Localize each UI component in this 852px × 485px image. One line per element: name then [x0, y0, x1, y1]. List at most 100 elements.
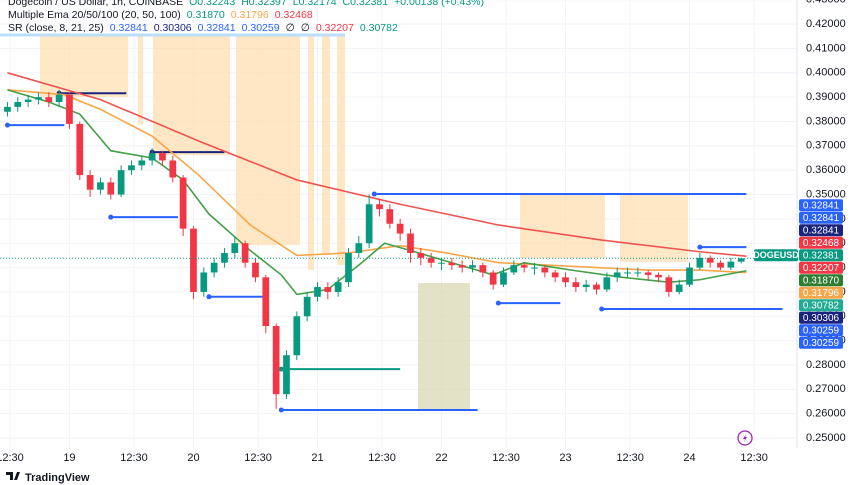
sr-dot: [278, 407, 284, 413]
indicator-label: SR (close, 8, 21, 25): [8, 22, 104, 34]
candle-body: [272, 326, 280, 395]
price-badge: [799, 261, 843, 274]
candle-body: [675, 284, 683, 292]
price-badge-label: 0.31870: [803, 275, 840, 286]
candle-body: [541, 267, 549, 273]
indicator-value: 0.32841: [197, 22, 236, 34]
y-tick-label: 0.26000: [806, 408, 846, 420]
candle-body: [210, 262, 218, 273]
symbol-title: Dogecoin / US Dollar, 1h, COINBASE: [8, 0, 184, 8]
price-badge: [799, 311, 843, 324]
candle-body: [324, 287, 332, 292]
x-tick-label: 22: [435, 452, 447, 464]
indicator-value: ∅: [300, 22, 310, 34]
symbol-tag-bg: [754, 249, 798, 262]
x-tick-label: 12:30: [0, 452, 24, 464]
price-badge-label: 0.32841: [803, 213, 840, 224]
candle-body: [655, 274, 662, 278]
candle-body: [159, 153, 166, 161]
x-tick-label: 21: [311, 452, 323, 464]
y-tick-label: 0.39000: [806, 91, 846, 103]
price-badge-label: 0.32841: [803, 225, 840, 236]
ohlc: O0.32243 H0.32397 L0.32174 C0.32381 +0.00138…: [189, 0, 490, 8]
lightning-icon[interactable]: [737, 430, 753, 446]
sr-dot: [278, 366, 284, 372]
header-row: Dogecoin / US Dollar, 1h, COINBASE O0.322…: [8, 0, 496, 9]
zones: [40, 35, 688, 270]
y-tick-label: 0.36000: [806, 164, 846, 176]
y-tick-label: 0.37000: [806, 140, 846, 152]
x-tick-label: 24: [683, 452, 695, 464]
legend: Dogecoin / US Dollar, 1h, COINBASE O0.322…: [8, 0, 496, 35]
indicator-label: Multiple Ema 20/50/100 (20, 50, 100): [8, 9, 181, 21]
candle-body: [303, 296, 311, 317]
candle-body: [624, 272, 631, 274]
candle-body: [706, 257, 714, 263]
candle-body: [252, 262, 259, 278]
candle-body: [469, 265, 476, 268]
price-badge: [799, 274, 843, 287]
candle-body: [262, 277, 270, 327]
candle-body: [386, 209, 394, 224]
candle-body: [169, 160, 177, 178]
candle-body: [55, 94, 63, 103]
x-tick-label: 12:30: [616, 452, 644, 464]
symbol-tag: DOGEUSD: [753, 250, 799, 260]
sr-dot: [495, 300, 501, 306]
price-badge: [799, 336, 843, 349]
price-badge: [799, 199, 843, 212]
sr-dot: [4, 122, 10, 128]
y-tick-label: 0.35000: [806, 188, 846, 200]
candle-body: [314, 287, 321, 297]
ohlc-value: C0.32381: [342, 0, 389, 8]
candle-body: [634, 272, 642, 274]
ohlc-value: +0.00138 (+0.43%): [394, 0, 484, 8]
price-badge-label: 0.30306: [803, 313, 840, 324]
indicator-value: 0.32468: [274, 9, 313, 21]
y-tick-label: 0.43000: [806, 0, 846, 6]
price-badge: [799, 299, 843, 312]
price-badge-label: 0.30259: [803, 338, 840, 349]
candle-body: [107, 182, 115, 195]
candle-body: [438, 262, 445, 264]
ema-line: [7, 89, 747, 296]
candle-body: [479, 265, 487, 273]
candle-body: [148, 153, 156, 161]
candle-body: [345, 252, 352, 283]
y-tick-label: 0.38000: [806, 115, 846, 127]
indicator-value: 0.31870: [186, 9, 225, 21]
sr-dot: [206, 294, 212, 300]
price-badge: [799, 224, 843, 237]
indicator-value: 0.32841: [109, 22, 148, 34]
candle-body: [376, 204, 383, 210]
candle-body: [221, 252, 228, 263]
indicator-value: 0.30306: [153, 22, 192, 34]
candle-body: [458, 265, 466, 268]
candle-body: [190, 228, 197, 292]
candle-body: [644, 272, 652, 275]
price-badge: [799, 249, 843, 262]
price-badge-label: 0.32207: [803, 263, 840, 274]
candle-body: [35, 97, 42, 100]
price-badge-label: 0.32381: [803, 250, 840, 261]
candle-body: [241, 243, 249, 263]
candle-body: [14, 102, 22, 107]
price-badge-label: 0.30782: [803, 300, 840, 311]
candle-body: [593, 284, 600, 290]
candle-body: [66, 94, 73, 124]
price-badge: [799, 211, 843, 224]
candle-body: [603, 277, 611, 290]
tv-logo: [6, 472, 20, 480]
candle-body: [283, 355, 290, 395]
y-tick-label: 0.27000: [806, 383, 846, 395]
candle-body: [686, 267, 693, 285]
candle-body: [24, 99, 32, 103]
candle-body: [334, 282, 342, 292]
indicator-value: 0.31796: [230, 9, 269, 21]
candle-body: [582, 284, 590, 288]
candle-body: [355, 243, 363, 253]
indicator-value: 0.30259: [241, 22, 280, 34]
candle-body: [551, 272, 559, 278]
candle-body: [396, 223, 404, 234]
indicator-row: Multiple Ema 20/50/100 (20, 50, 100) 0.31…: [8, 9, 496, 22]
